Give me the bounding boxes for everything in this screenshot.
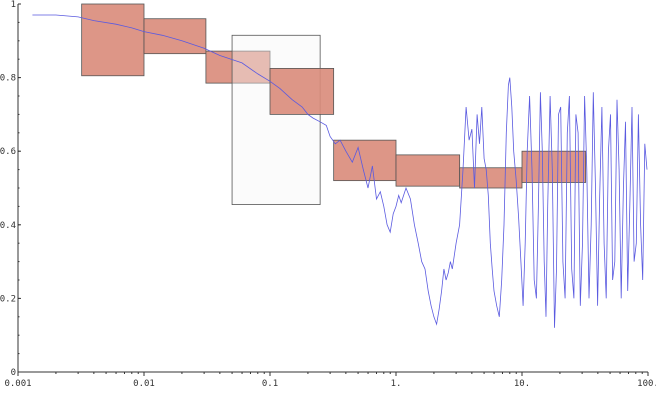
series-layer <box>32 14 648 328</box>
x-tick-label-3: 0.1 <box>262 379 278 389</box>
y-tick-label-4: 0.6 <box>0 147 16 157</box>
x-tick-label-4: 1. <box>391 379 402 389</box>
range-box-4 <box>231 34 321 205</box>
y-tick-label-5: 0.8 <box>0 74 16 84</box>
y-tick-label-1: 0 <box>11 368 16 378</box>
y-tick-label-2: 0.2 <box>0 294 16 304</box>
range-box-7 <box>395 154 461 187</box>
x-tick-label-6: 100. <box>637 379 656 389</box>
boxes-layer <box>81 3 587 205</box>
series-line-1 <box>32 14 648 328</box>
ticks-layer: 0.001 0.01 0.1 1. 10. 100. 0 0.2 0.4 0.6 0.8 1 <box>0 0 656 389</box>
x-tick-label-2: 0.01 <box>133 379 155 389</box>
range-box-5 <box>269 68 335 115</box>
range-box-3 <box>205 50 271 84</box>
x-tick-label-5: 10. <box>514 379 530 389</box>
y-tick-label-6: 1 <box>11 0 16 10</box>
x-tick-label-1: 0.001 <box>4 379 31 389</box>
range-box-1 <box>81 3 145 77</box>
range-box-8 <box>459 167 523 189</box>
y-tick-label-3: 0.4 <box>0 221 16 231</box>
range-box-2 <box>143 18 207 55</box>
